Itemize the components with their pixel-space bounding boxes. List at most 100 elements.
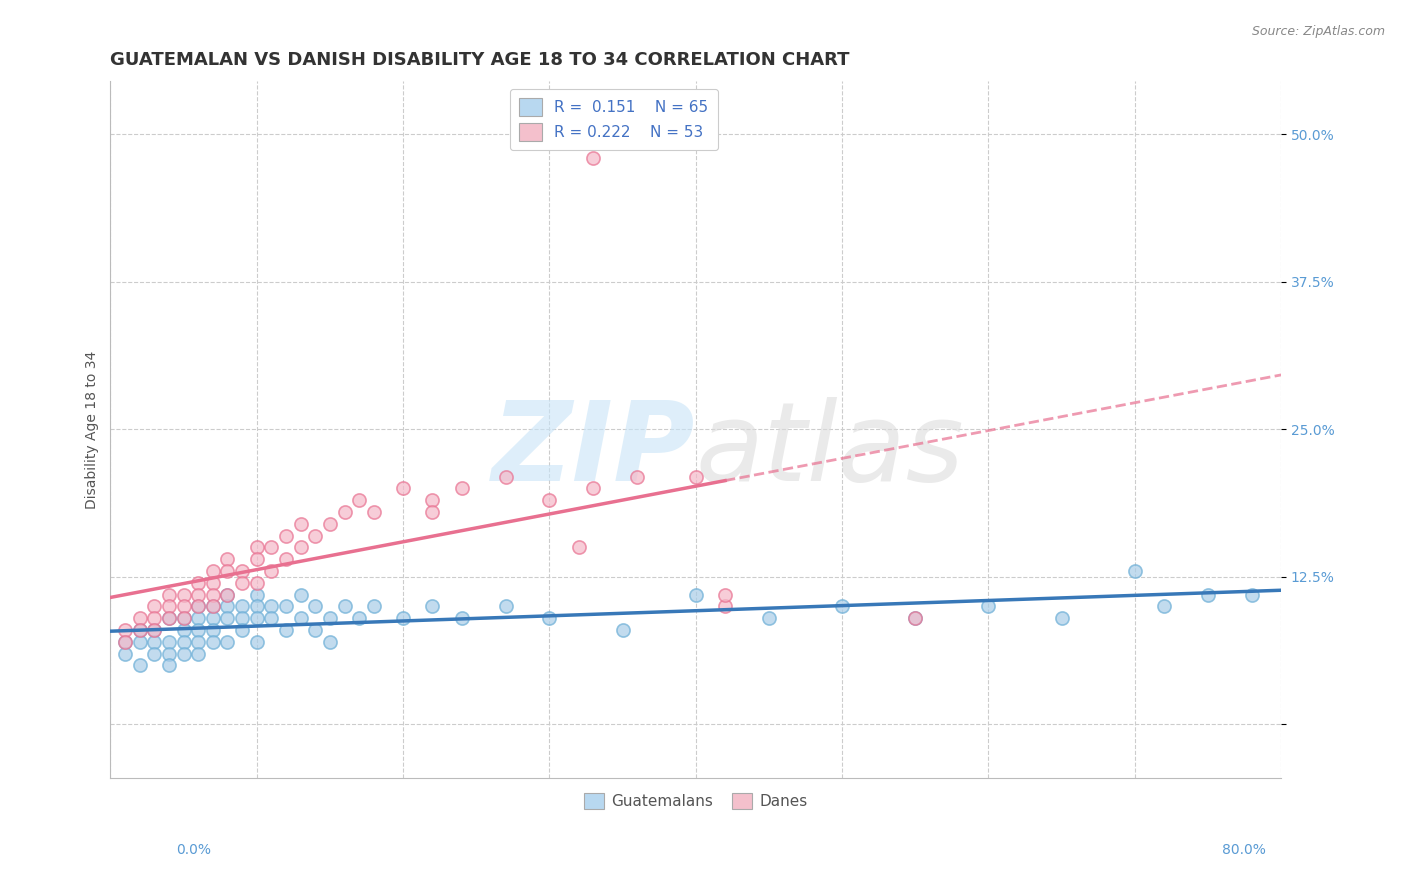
Point: [157, 658, 180, 673]
Point: [347, 493, 370, 508]
Point: [173, 611, 195, 625]
Point: [114, 635, 136, 649]
Point: [290, 541, 312, 555]
Point: [231, 564, 253, 578]
Point: [422, 599, 444, 614]
Y-axis label: Disability Age 18 to 34: Disability Age 18 to 34: [86, 351, 100, 508]
Point: [363, 505, 385, 519]
Point: [1240, 588, 1263, 602]
Point: [758, 611, 780, 625]
Point: [1050, 611, 1073, 625]
Point: [157, 611, 180, 625]
Point: [143, 647, 166, 661]
Point: [831, 599, 853, 614]
Point: [201, 564, 224, 578]
Point: [128, 623, 150, 637]
Point: [231, 611, 253, 625]
Point: [290, 611, 312, 625]
Point: [187, 623, 209, 637]
Point: [128, 658, 150, 673]
Point: [274, 623, 297, 637]
Point: [201, 599, 224, 614]
Point: [392, 482, 415, 496]
Point: [538, 611, 561, 625]
Point: [685, 588, 707, 602]
Point: [260, 564, 283, 578]
Point: [143, 599, 166, 614]
Point: [128, 611, 150, 625]
Point: [538, 493, 561, 508]
Point: [304, 599, 326, 614]
Point: [304, 623, 326, 637]
Point: [260, 599, 283, 614]
Point: [363, 599, 385, 614]
Point: [290, 588, 312, 602]
Point: [582, 482, 605, 496]
Point: [319, 516, 342, 531]
Point: [187, 599, 209, 614]
Point: [319, 635, 342, 649]
Point: [173, 611, 195, 625]
Text: ZIP: ZIP: [492, 397, 696, 504]
Point: [187, 635, 209, 649]
Point: [246, 588, 269, 602]
Point: [217, 588, 239, 602]
Point: [1153, 599, 1175, 614]
Text: 0.0%: 0.0%: [176, 843, 211, 857]
Point: [274, 552, 297, 566]
Point: [157, 611, 180, 625]
Point: [495, 469, 517, 483]
Point: [290, 516, 312, 531]
Point: [231, 575, 253, 590]
Point: [714, 588, 737, 602]
Point: [612, 623, 634, 637]
Point: [187, 611, 209, 625]
Point: [246, 575, 269, 590]
Point: [143, 623, 166, 637]
Point: [392, 611, 415, 625]
Point: [246, 611, 269, 625]
Point: [422, 505, 444, 519]
Point: [217, 588, 239, 602]
Point: [217, 635, 239, 649]
Point: [568, 541, 591, 555]
Point: [246, 541, 269, 555]
Point: [114, 635, 136, 649]
Point: [173, 588, 195, 602]
Point: [114, 623, 136, 637]
Text: 80.0%: 80.0%: [1222, 843, 1265, 857]
Point: [977, 599, 1000, 614]
Point: [201, 599, 224, 614]
Point: [157, 588, 180, 602]
Point: [217, 552, 239, 566]
Point: [128, 623, 150, 637]
Point: [201, 635, 224, 649]
Point: [1197, 588, 1219, 602]
Point: [246, 552, 269, 566]
Point: [201, 623, 224, 637]
Text: GUATEMALAN VS DANISH DISABILITY AGE 18 TO 34 CORRELATION CHART: GUATEMALAN VS DANISH DISABILITY AGE 18 T…: [111, 51, 849, 69]
Point: [187, 599, 209, 614]
Point: [217, 599, 239, 614]
Point: [173, 623, 195, 637]
Point: [333, 599, 356, 614]
Point: [347, 611, 370, 625]
Point: [495, 599, 517, 614]
Point: [1123, 564, 1146, 578]
Point: [173, 647, 195, 661]
Point: [714, 599, 737, 614]
Point: [304, 529, 326, 543]
Point: [450, 482, 472, 496]
Point: [685, 469, 707, 483]
Point: [201, 611, 224, 625]
Text: atlas: atlas: [696, 397, 965, 504]
Point: [187, 575, 209, 590]
Point: [114, 647, 136, 661]
Point: [143, 635, 166, 649]
Point: [231, 623, 253, 637]
Point: [217, 564, 239, 578]
Point: [274, 529, 297, 543]
Legend: Guatemalans, Danes: Guatemalans, Danes: [578, 787, 814, 815]
Point: [422, 493, 444, 508]
Text: Source: ZipAtlas.com: Source: ZipAtlas.com: [1251, 25, 1385, 38]
